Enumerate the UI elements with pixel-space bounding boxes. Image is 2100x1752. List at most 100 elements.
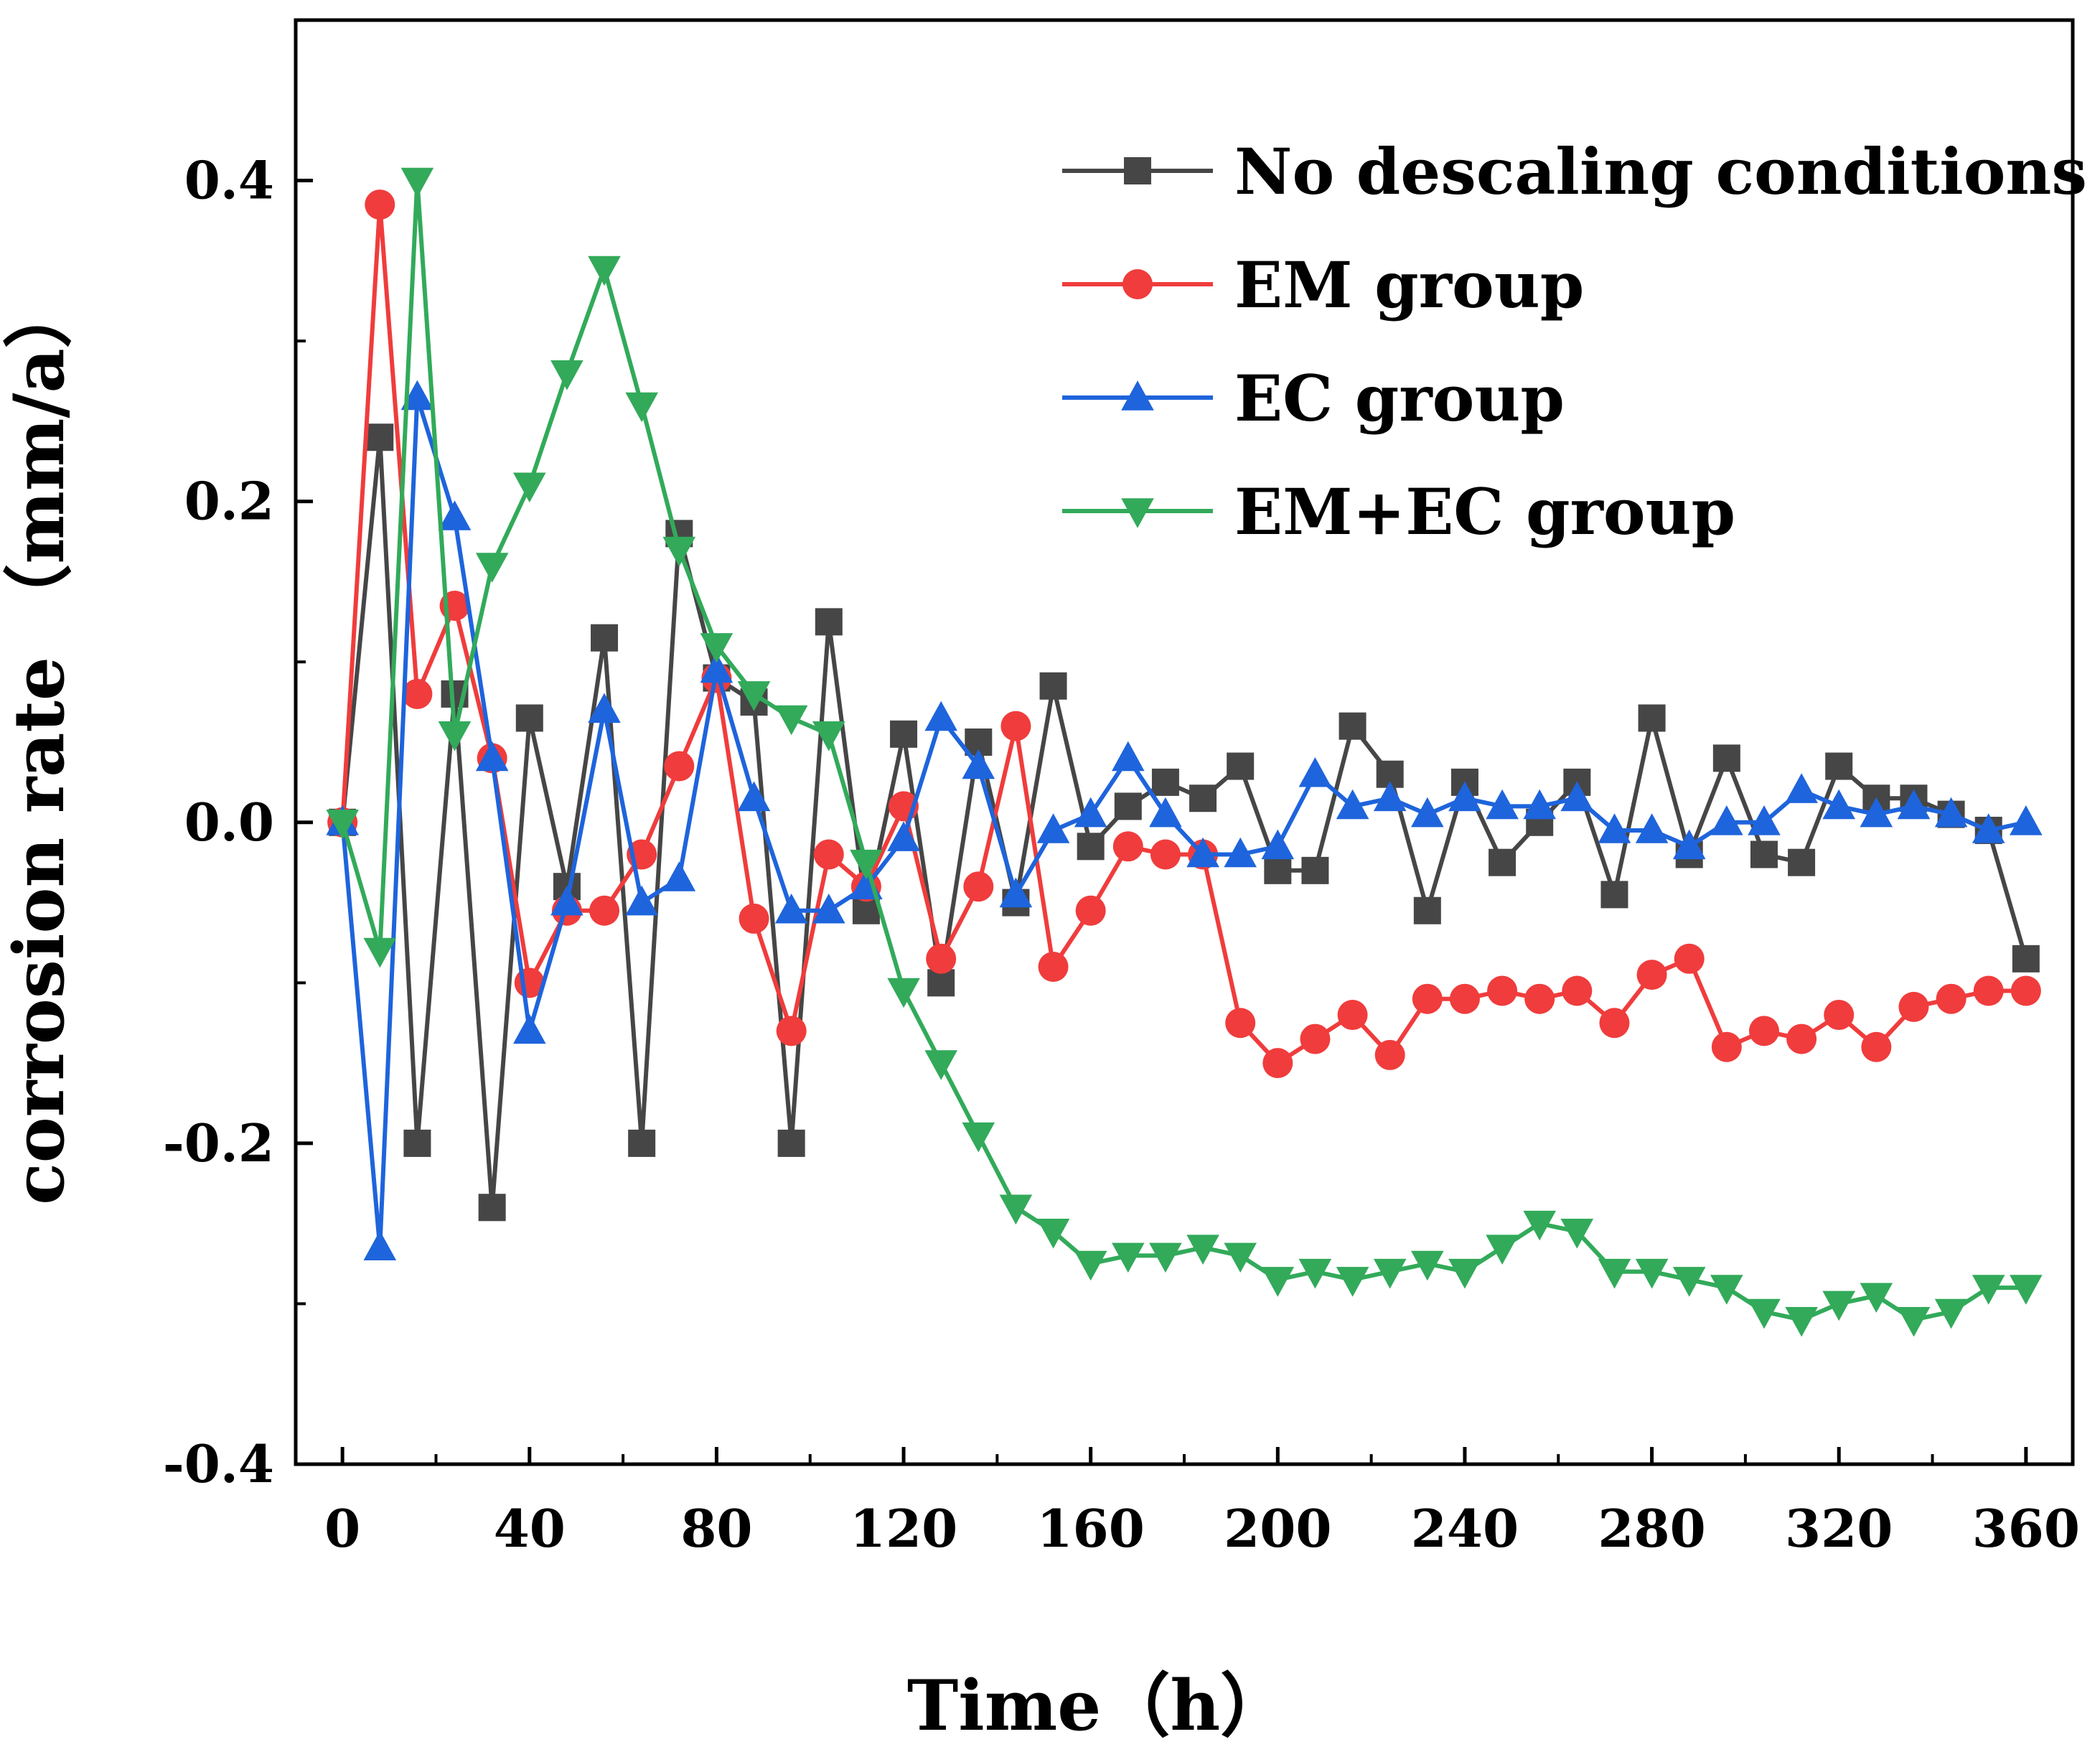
data-point — [1638, 704, 1666, 732]
data-point — [662, 536, 696, 567]
data-point — [812, 721, 845, 751]
data-point — [1598, 813, 1631, 843]
data-point — [962, 749, 995, 779]
data-point — [1861, 1031, 1892, 1062]
data-point — [1413, 896, 1441, 924]
data-point — [550, 885, 583, 916]
data-point — [1186, 1235, 1219, 1265]
data-point — [1748, 1016, 1779, 1046]
data-point — [999, 1194, 1033, 1225]
data-point — [924, 701, 957, 731]
plot-frame — [294, 18, 2075, 1466]
data-point — [1822, 1290, 1855, 1321]
data-point — [1412, 983, 1443, 1014]
data-point — [1560, 781, 1594, 812]
legend-item: EC group — [1062, 361, 1565, 436]
data-point — [1934, 797, 1968, 828]
data-point — [402, 678, 433, 709]
legend: No descaling conditions EM group EC group E… — [1062, 134, 2087, 549]
data-point — [625, 885, 658, 916]
data-point — [815, 608, 843, 636]
x-tick-label: 280 — [1598, 1498, 1705, 1559]
x-tick-label: 0 — [324, 1498, 360, 1559]
data-point — [1636, 960, 1667, 990]
data-point — [1150, 839, 1181, 870]
data-point — [628, 1129, 656, 1157]
legend-item: EM+EC group — [1062, 474, 1735, 549]
data-point — [850, 849, 883, 880]
data-point — [1748, 1298, 1781, 1329]
data-point — [1486, 789, 1519, 820]
data-point — [1336, 789, 1369, 820]
data-point — [774, 894, 808, 924]
legend-marker — [1121, 498, 1154, 528]
data-point — [1750, 840, 1778, 868]
data-point — [1036, 1219, 1070, 1249]
data-point — [1374, 1039, 1405, 1070]
data-point — [326, 810, 359, 840]
data-point — [1897, 789, 1931, 820]
data-point — [813, 839, 844, 870]
data-point — [1264, 856, 1292, 884]
data-point — [1934, 1298, 1968, 1329]
data-point — [1972, 813, 2005, 843]
data-point — [1672, 829, 1706, 860]
data-point — [1225, 1008, 1256, 1039]
data-point — [1373, 781, 1407, 812]
series — [326, 167, 2043, 1337]
legend-item: No descaling conditions — [1062, 134, 2087, 209]
data-point — [700, 652, 733, 683]
data-point — [513, 472, 546, 503]
data-point — [1710, 1275, 1743, 1305]
data-point — [403, 1129, 431, 1157]
data-point — [1748, 805, 1781, 835]
data-point — [776, 1016, 807, 1046]
series-4 — [326, 167, 2043, 1337]
data-point — [2010, 975, 2041, 1006]
x-tick-label: 320 — [1785, 1498, 1893, 1559]
data-point — [1635, 1258, 1669, 1289]
series-line — [340, 435, 2028, 1210]
x-tick-label: 200 — [1224, 1498, 1331, 1559]
legend-marker — [1121, 380, 1154, 411]
data-point — [1301, 856, 1329, 884]
data-point — [475, 741, 509, 772]
data-point — [588, 256, 621, 286]
data-point — [1262, 1048, 1293, 1079]
legend-marker — [1122, 269, 1153, 299]
legend-label: EC group — [1234, 361, 1565, 436]
data-point — [589, 895, 620, 926]
legend-item: EM group — [1062, 248, 1584, 322]
series-1 — [329, 423, 2040, 1222]
data-point — [1036, 813, 1070, 843]
data-point — [1038, 951, 1069, 982]
data-point — [1075, 895, 1106, 926]
data-point — [737, 781, 771, 812]
data-point — [1224, 837, 1257, 868]
data-point — [550, 360, 583, 390]
data-point — [1449, 983, 1480, 1014]
data-point — [700, 633, 733, 663]
data-point — [1411, 797, 1444, 828]
data-point — [1298, 1258, 1332, 1289]
data-point — [1300, 1023, 1331, 1054]
y-tick-label: 0.4 — [184, 150, 274, 211]
series-line — [340, 395, 2027, 1250]
legend-marker — [1124, 157, 1151, 184]
data-point — [1112, 831, 1143, 862]
data-point — [363, 1230, 397, 1260]
data-point — [1898, 991, 1929, 1022]
data-point — [1074, 797, 1107, 828]
data-point — [926, 943, 957, 974]
data-point — [1189, 784, 1217, 812]
series-line — [340, 178, 2026, 1322]
data-point — [1523, 789, 1556, 820]
y-tick-label: 0.0 — [184, 792, 274, 853]
data-point — [662, 861, 696, 891]
data-point — [366, 423, 394, 451]
x-tick-label: 80 — [680, 1498, 752, 1559]
data-point — [1524, 983, 1555, 1014]
data-point — [1785, 773, 1818, 803]
data-point — [1149, 1242, 1182, 1273]
data-point — [1674, 943, 1705, 974]
